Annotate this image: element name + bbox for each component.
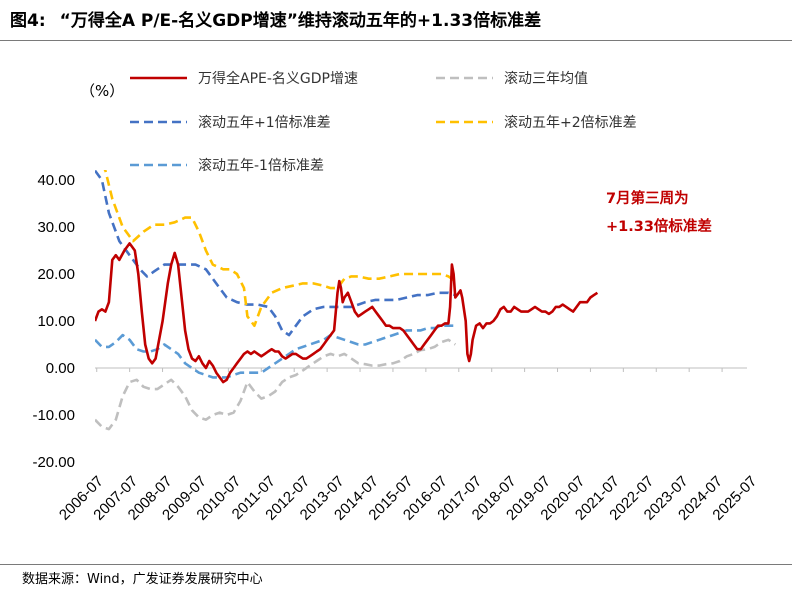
series-line bbox=[95, 242, 599, 384]
legend-label: 滚动五年-1倍标准差 bbox=[198, 157, 324, 174]
legend-label: 万得全APE-名义GDP增速 bbox=[198, 70, 358, 87]
figure-title-text: “万得全A P/E-名义GDP增速”维持滚动五年的+1.33倍标准差 bbox=[59, 11, 542, 31]
series-line bbox=[103, 170, 457, 327]
legend-label: 滚动五年+2倍标准差 bbox=[504, 114, 637, 131]
series-group bbox=[95, 170, 599, 431]
y-tick-label: 30.00 bbox=[37, 219, 75, 236]
legend-label: 滚动三年均值 bbox=[504, 70, 588, 87]
annotation-line: +1.33倍标准差 bbox=[606, 217, 712, 235]
figure-number: 图4: bbox=[10, 11, 46, 31]
source-note: 数据来源：Wind，广发证券发展研究中心 bbox=[22, 572, 263, 587]
annotation: 7月第三周为 +1.33倍标准差 bbox=[606, 189, 712, 235]
y-tick-label: 40.00 bbox=[37, 172, 75, 189]
y-tick-label: -20.00 bbox=[32, 454, 75, 471]
top-rule bbox=[0, 40, 792, 41]
legend-label: 滚动五年+1倍标准差 bbox=[198, 114, 331, 131]
series-line bbox=[95, 324, 456, 379]
series-line bbox=[95, 338, 457, 431]
x-axis: 2006-072007-072008-072009-072010-072011-… bbox=[56, 367, 760, 524]
y-axis: 40.00 30.00 20.00 10.00 0.00 -10.00 -20.00 bbox=[32, 172, 75, 471]
y-tick-label: -10.00 bbox=[32, 407, 75, 424]
y-tick-label: 10.00 bbox=[37, 313, 75, 330]
bottom-rule bbox=[0, 564, 792, 565]
figure-title: 图4: “万得全A P/E-名义GDP增速”维持滚动五年的+1.33倍标准差 bbox=[10, 6, 782, 36]
y-tick-label: 20.00 bbox=[37, 266, 75, 283]
series-line bbox=[95, 170, 456, 337]
y-tick-label: 0.00 bbox=[46, 360, 75, 377]
y-unit-label: （%） bbox=[80, 82, 124, 100]
annotation-line: 7月第三周为 bbox=[606, 189, 689, 207]
